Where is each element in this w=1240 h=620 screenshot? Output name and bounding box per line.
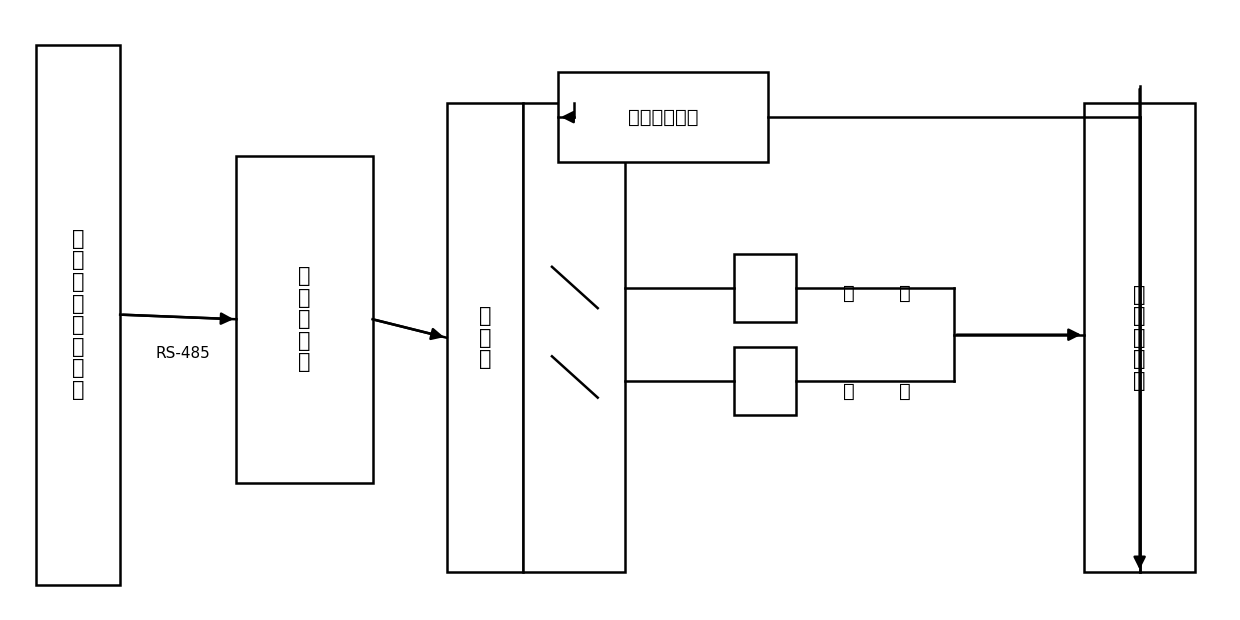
Bar — [734, 347, 796, 415]
Text: 控
制
器: 控 制 器 — [479, 306, 491, 370]
Text: 高
压
电
能
数
据
终
端: 高 压 电 能 数 据 终 端 — [72, 229, 84, 400]
Text: 切: 切 — [843, 284, 854, 303]
Bar — [1084, 104, 1195, 572]
Text: 除: 除 — [899, 284, 910, 303]
Text: RS-485: RS-485 — [156, 346, 211, 361]
Text: 投: 投 — [843, 382, 854, 401]
Text: 入: 入 — [899, 382, 910, 401]
Bar — [523, 104, 625, 572]
Bar — [734, 254, 796, 322]
Text: 变
压
器
支
路: 变 压 器 支 路 — [1133, 285, 1146, 391]
Bar — [558, 73, 769, 162]
Bar — [237, 156, 372, 483]
Bar — [36, 45, 120, 585]
Bar — [446, 104, 523, 572]
Text: 调节补偿机构: 调节补偿机构 — [627, 108, 698, 127]
Text: 中
央
处
理
器: 中 央 处 理 器 — [299, 266, 311, 373]
